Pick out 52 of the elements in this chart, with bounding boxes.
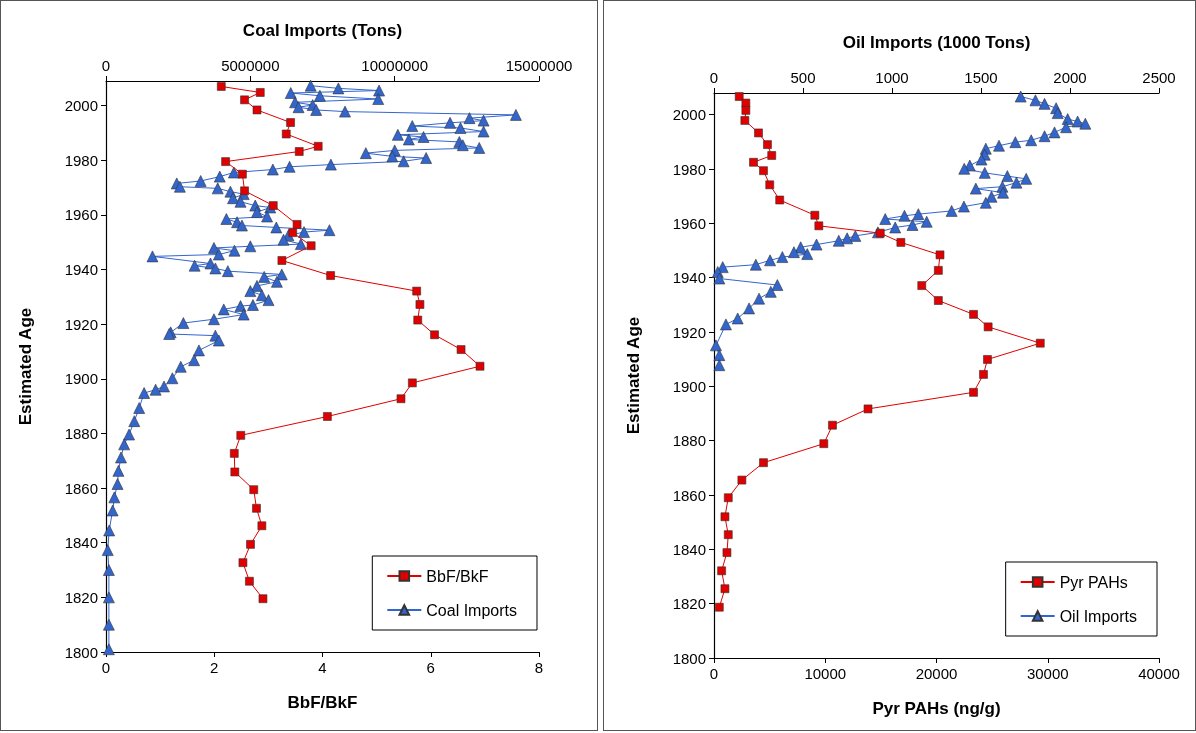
x-tick-label: 6 bbox=[426, 659, 435, 676]
x-tick-label: 20000 bbox=[915, 665, 958, 682]
x2-tick-label: 0 bbox=[101, 57, 111, 74]
x-axis-title: BbF/BkF bbox=[287, 693, 358, 712]
legend-label: Pyr PAHs bbox=[1059, 573, 1128, 591]
legend-label: Coal Imports bbox=[426, 601, 518, 619]
y-tick-label: 1960 bbox=[672, 214, 706, 232]
x-tick-label: 2 bbox=[210, 659, 219, 676]
y-tick-label: 1940 bbox=[64, 261, 98, 279]
y-axis-title: Estimated Age bbox=[624, 316, 643, 435]
y-tick-label: 1820 bbox=[672, 595, 706, 613]
x-tick-label: 8 bbox=[534, 659, 544, 676]
x2-tick-label: 5000000 bbox=[221, 57, 280, 74]
y-tick-label: 1820 bbox=[64, 588, 98, 606]
y-axis-title: Estimated Age bbox=[16, 307, 35, 426]
x-tick-label: 0 bbox=[709, 665, 719, 682]
y-tick-label: 1860 bbox=[64, 479, 98, 497]
y-tick-label: 1840 bbox=[672, 540, 706, 558]
x2-axis-title: Coal Imports (Tons) bbox=[242, 21, 403, 40]
x-tick-label: 4 bbox=[318, 659, 327, 676]
legend-label: Oil Imports bbox=[1059, 607, 1137, 625]
y-tick-label: 2000 bbox=[672, 106, 706, 124]
x2-tick-label: 2000 bbox=[1053, 69, 1087, 86]
y-tick-label: 1800 bbox=[64, 643, 98, 661]
x2-tick-label: 500 bbox=[790, 69, 816, 86]
x-tick-label: 0 bbox=[101, 659, 111, 676]
y-tick-label: 1800 bbox=[672, 649, 706, 667]
x2-tick-label: 1500 bbox=[964, 69, 998, 86]
y-tick-label: 1960 bbox=[64, 206, 98, 224]
y-tick-label: 1920 bbox=[672, 323, 706, 341]
x-axis-title: Pyr PAHs (ng/g) bbox=[872, 699, 1001, 718]
y-tick-label: 1980 bbox=[64, 151, 98, 169]
legend-label: BbF/BkF bbox=[426, 567, 489, 585]
y-tick-label: 1900 bbox=[672, 377, 706, 395]
x2-axis-title: Oil Imports (1000 Tons) bbox=[842, 33, 1031, 52]
y-tick-label: 1900 bbox=[64, 370, 98, 388]
y-tick-label: 1980 bbox=[672, 160, 706, 178]
x2-tick-label: 2500 bbox=[1142, 69, 1176, 86]
y-tick-label: 1860 bbox=[672, 486, 706, 504]
y-tick-label: 1880 bbox=[64, 424, 98, 442]
x-tick-label: 40000 bbox=[1138, 665, 1180, 682]
x2-tick-label: 10000000 bbox=[361, 57, 429, 74]
y-tick-label: 1840 bbox=[64, 534, 98, 552]
x2-tick-label: 1000 bbox=[875, 69, 909, 86]
x2-tick-label: 0 bbox=[709, 69, 719, 86]
y-tick-label: 1880 bbox=[672, 432, 706, 450]
y-tick-label: 1940 bbox=[672, 269, 706, 287]
x-tick-label: 30000 bbox=[1026, 665, 1069, 682]
y-tick-label: 2000 bbox=[64, 97, 98, 115]
x2-tick-label: 15000000 bbox=[505, 57, 573, 74]
y-tick-label: 1920 bbox=[64, 315, 98, 333]
x-tick-label: 10000 bbox=[804, 665, 847, 682]
